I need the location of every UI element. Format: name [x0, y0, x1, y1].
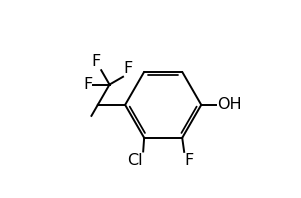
Text: OH: OH: [217, 97, 241, 112]
Text: F: F: [124, 61, 133, 76]
Text: Cl: Cl: [127, 153, 142, 168]
Text: F: F: [185, 153, 194, 168]
Text: F: F: [83, 77, 92, 92]
Text: F: F: [91, 54, 101, 69]
